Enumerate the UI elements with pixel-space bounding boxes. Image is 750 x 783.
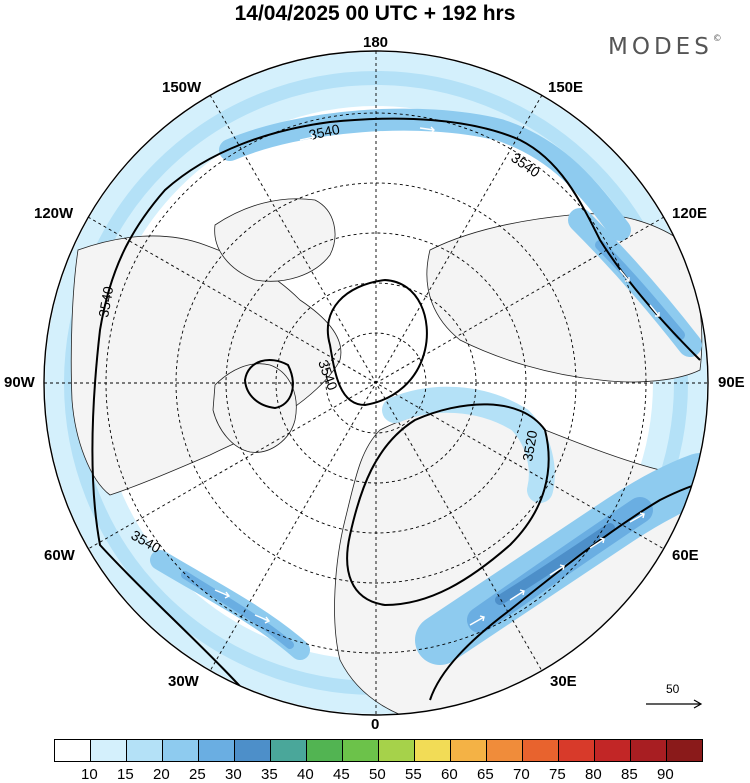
colorbar-swatch bbox=[198, 739, 235, 762]
wind-arrow bbox=[589, 537, 605, 549]
colorbar-tick-label: 85 bbox=[621, 766, 638, 783]
colorbar-swatch bbox=[486, 739, 523, 762]
lon-label-90e: 90E bbox=[718, 374, 745, 391]
colorbar-swatch bbox=[306, 739, 343, 762]
lon-label-180: 180 bbox=[363, 34, 389, 51]
colorbar-tick-label: 65 bbox=[477, 766, 494, 783]
lon-label-30e: 30E bbox=[550, 673, 577, 690]
lon-label-30w: 30W bbox=[168, 673, 199, 690]
colorbar-tick-label: 55 bbox=[405, 766, 422, 783]
wind-arrow bbox=[629, 512, 645, 523]
wind-vectors bbox=[214, 126, 660, 626]
meridian-120e-60w bbox=[87, 216, 665, 550]
brand-text: MODES bbox=[608, 34, 713, 60]
lon-label-60w: 60W bbox=[44, 547, 75, 564]
colorbar-swatch bbox=[666, 739, 703, 762]
colorbar-tick-label: 30 bbox=[225, 766, 242, 783]
colorbar-swatch bbox=[162, 739, 199, 762]
contour-3520 bbox=[346, 403, 550, 607]
wind-arrow bbox=[549, 564, 565, 576]
colorbar-tick-label: 10 bbox=[81, 766, 98, 783]
map-border bbox=[43, 50, 709, 716]
vector-reference-arrow bbox=[646, 699, 703, 709]
vector-reference-label: 50 bbox=[666, 682, 680, 696]
colorbar-swatch bbox=[378, 739, 415, 762]
colorbar-tick-label: 75 bbox=[549, 766, 566, 783]
brand-mark: © bbox=[712, 34, 722, 44]
colorbar-swatch bbox=[270, 739, 307, 762]
colorbar-tick-label: 60 bbox=[441, 766, 458, 783]
land-alaska bbox=[214, 198, 336, 282]
contour-3540-pole bbox=[326, 278, 428, 407]
lon-label-120w: 120W bbox=[34, 205, 74, 222]
colorbar-swatch bbox=[594, 739, 631, 762]
colorbar-tick-label: 70 bbox=[513, 766, 530, 783]
wind-arrow bbox=[469, 615, 485, 626]
colorbar-swatch bbox=[558, 739, 595, 762]
jet-streak-atlantic-core bbox=[181, 571, 294, 649]
land-siberia bbox=[426, 213, 703, 383]
colorbar-swatch bbox=[522, 739, 559, 762]
colorbar-tick-label: 90 bbox=[657, 766, 674, 783]
lon-label-150e: 150E bbox=[548, 79, 584, 96]
map-title: 14/04/2025 00 UTC + 192 hrs bbox=[234, 2, 516, 25]
colorbar-swatch bbox=[630, 739, 667, 762]
colorbar-swatch bbox=[126, 739, 163, 762]
wind-arrow bbox=[254, 614, 271, 624]
colorbar-swatch bbox=[414, 739, 451, 762]
colorbar-tick-label: 35 bbox=[261, 766, 278, 783]
jet-streak-north-atlantic bbox=[382, 386, 555, 503]
colorbar-tick-label: 80 bbox=[585, 766, 602, 783]
wind-arrow bbox=[619, 269, 630, 282]
jet-streak-pacific bbox=[219, 108, 631, 241]
wind-arrow bbox=[419, 126, 435, 134]
map-disk bbox=[44, 51, 708, 715]
colorbar-swatch bbox=[90, 739, 127, 762]
colorbar-swatch bbox=[234, 739, 271, 762]
lon-label-60e: 60E bbox=[672, 547, 699, 564]
colorbar-tick-label: 20 bbox=[153, 766, 170, 783]
lon-label-120e: 120E bbox=[672, 205, 708, 222]
modes-logo: MODES© bbox=[608, 34, 722, 60]
contour-label: 3540 bbox=[95, 285, 116, 319]
wind-arrow bbox=[509, 589, 525, 601]
lon-label-0: 0 bbox=[371, 716, 380, 733]
colorbar-tick-label: 25 bbox=[189, 766, 206, 783]
lon-label-150w: 150W bbox=[162, 79, 202, 96]
lon-label-90w: 90W bbox=[4, 374, 35, 391]
jet-streak-europe-max bbox=[495, 523, 615, 605]
contour-label: 3540 bbox=[307, 121, 341, 143]
graticule bbox=[44, 51, 708, 715]
colorbar-swatch bbox=[450, 739, 487, 762]
contour-label: 3520 bbox=[519, 429, 540, 463]
contour-3540-greenland bbox=[243, 359, 294, 410]
colorbar-tick-label: 40 bbox=[297, 766, 314, 783]
wind-arrow bbox=[214, 589, 231, 599]
colorbar-swatch bbox=[342, 739, 379, 762]
wind-arrow bbox=[299, 133, 315, 141]
wind-arrow bbox=[649, 304, 660, 317]
colorbar-swatch bbox=[54, 739, 91, 762]
colorbar-tick-label: 50 bbox=[369, 766, 386, 783]
colorbar-tick-label: 45 bbox=[333, 766, 350, 783]
colorbar-tick-label: 15 bbox=[117, 766, 134, 783]
